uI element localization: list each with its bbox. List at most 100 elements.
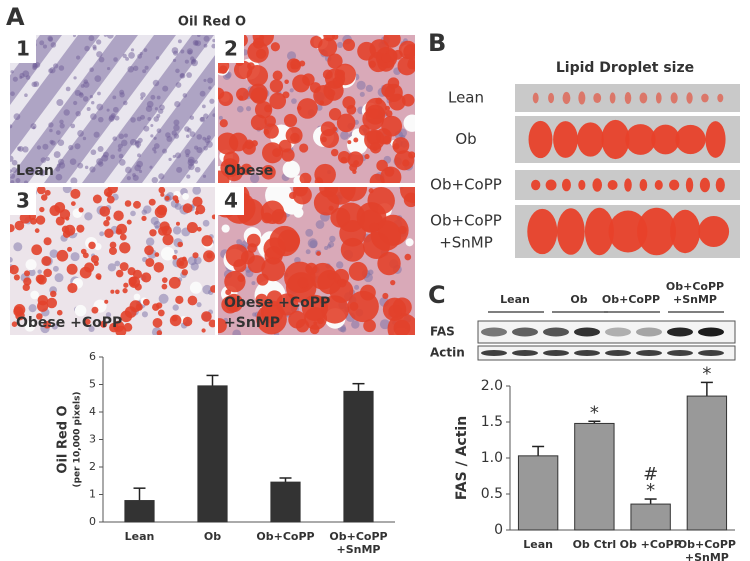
number-box (218, 187, 244, 215)
panel-title: Lipid Droplet size (556, 60, 694, 76)
nucleus (251, 281, 256, 286)
nucleus (156, 95, 161, 100)
lipid-droplet (401, 93, 415, 107)
lipid-droplet (327, 89, 336, 98)
nucleus (315, 220, 325, 229)
lipid-droplet (104, 299, 109, 304)
lipid-droplet (109, 241, 117, 249)
lipid-droplet (155, 302, 163, 309)
lipid-droplet (316, 251, 321, 256)
nucleus (340, 130, 349, 140)
blot-band (574, 350, 600, 356)
lipid-droplet (392, 143, 400, 150)
nucleus (10, 257, 13, 263)
nucleus (143, 48, 148, 52)
lipid-droplet (347, 151, 364, 168)
nucleus (145, 105, 153, 113)
blot-band (667, 350, 693, 356)
blot-band (698, 350, 724, 356)
nucleus (286, 51, 297, 61)
lipid-droplet (233, 259, 247, 273)
droplet (562, 91, 571, 105)
lipid-droplet (201, 235, 213, 247)
nucleus (236, 105, 244, 113)
lipid-droplet (384, 105, 391, 111)
nucleus (156, 128, 162, 134)
lipid-droplet (149, 229, 157, 237)
nucleus (94, 75, 102, 83)
y-tick-label: 1.0 (481, 450, 503, 466)
droplet (593, 92, 602, 104)
nucleus (172, 226, 182, 235)
blot-group-label: Ob (570, 293, 587, 306)
lipid-droplet (70, 201, 76, 206)
vacuole (133, 293, 141, 301)
nucleus (30, 123, 37, 130)
nucleus (212, 113, 215, 117)
nucleus (324, 245, 329, 251)
nucleus (136, 116, 142, 122)
nucleus (337, 41, 344, 49)
nucleus (249, 173, 260, 183)
lipid-droplet (225, 163, 244, 182)
lipid-droplet (36, 313, 43, 320)
lipid-droplet (247, 41, 269, 63)
lipid-droplet (224, 293, 244, 313)
lipid-droplet (41, 256, 52, 267)
nucleus (132, 174, 139, 181)
nucleus (90, 113, 97, 120)
lipid-droplet (124, 306, 137, 318)
lipid-droplet (381, 53, 391, 63)
nucleus (79, 92, 83, 96)
nucleus (54, 273, 64, 283)
nucleus (37, 269, 42, 274)
lipid-droplet (119, 233, 127, 241)
nucleus (196, 134, 203, 140)
lipid-droplet (251, 140, 258, 147)
nucleus (40, 157, 47, 163)
nucleus (158, 173, 165, 180)
blot-band (481, 350, 507, 356)
number-box (10, 35, 36, 63)
blot-band (543, 350, 569, 356)
lipid-droplet (348, 261, 368, 281)
vacuole (24, 320, 36, 332)
droplet (553, 121, 578, 158)
nucleus (49, 249, 59, 258)
lipid-droplet (153, 262, 164, 273)
nucleus (113, 57, 118, 62)
lipid-droplet (160, 192, 165, 197)
vacuole (221, 224, 230, 233)
lipid-droplet (174, 199, 180, 204)
nucleus (42, 143, 49, 150)
nucleus (84, 45, 90, 52)
nucleus (77, 129, 84, 137)
x-tick-label: Lean (523, 538, 553, 551)
lipid-droplet (261, 212, 273, 224)
nucleus (359, 91, 365, 97)
lipid-droplet (110, 289, 115, 294)
y-tick-label: 4 (89, 405, 96, 418)
lipid-droplet (219, 119, 228, 128)
nucleus (187, 50, 192, 55)
lipid-droplet (56, 249, 69, 262)
blot-band (512, 350, 538, 356)
lipid-droplet (408, 151, 415, 159)
lipid-droplet (260, 300, 284, 324)
nucleus (55, 173, 63, 181)
nucleus (118, 159, 126, 166)
nucleus (97, 91, 101, 96)
lipid-droplet (318, 296, 327, 304)
nucleus (118, 153, 124, 159)
lipid-droplet (36, 187, 46, 195)
y-tick-label: 5 (89, 378, 96, 391)
lipid-droplet (84, 318, 91, 325)
lipid-droplet (246, 65, 269, 87)
nucleus (152, 79, 160, 87)
nucleus (110, 113, 116, 118)
lipid-droplet (44, 189, 51, 196)
lipid-droplet (76, 224, 85, 233)
lipid-droplet (88, 241, 96, 250)
lipid-droplet (10, 224, 15, 233)
lipid-droplet (43, 237, 52, 246)
